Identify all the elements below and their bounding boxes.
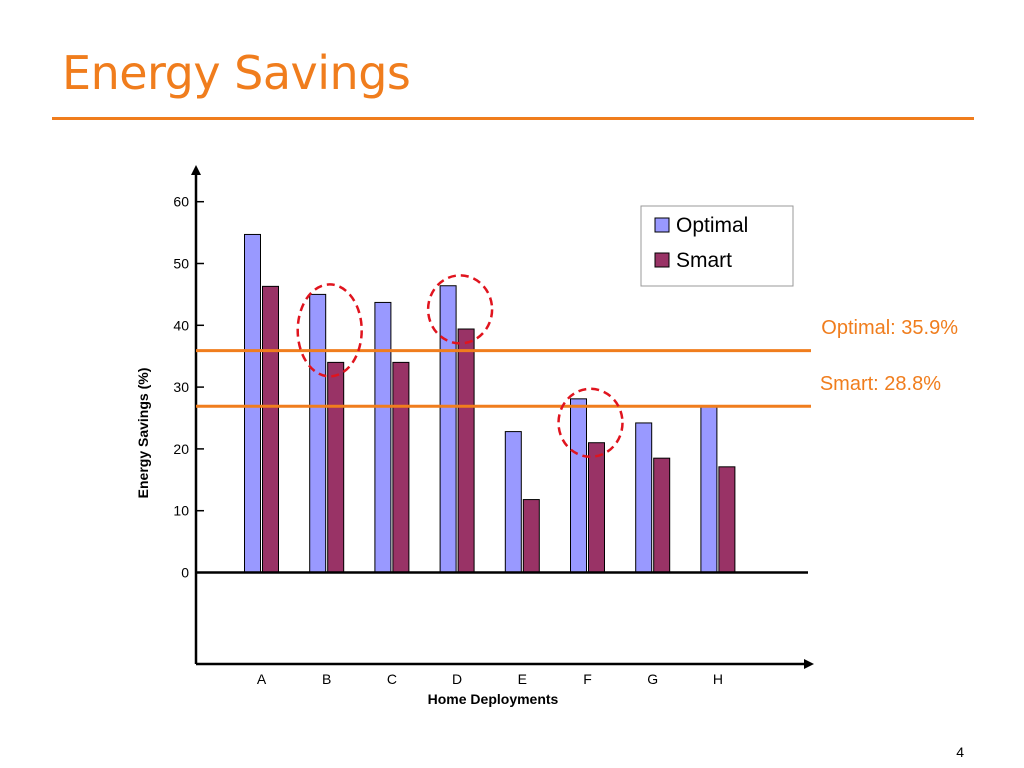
legend-label-smart: Smart: [676, 249, 732, 272]
y-tick-label: 0: [181, 565, 189, 581]
bar-smart-F: [588, 442, 605, 573]
bar-optimal-E: [504, 431, 522, 574]
reference-label-0: Optimal: 35.9%: [821, 317, 958, 339]
legend-label-optimal: Optimal: [676, 214, 748, 237]
x-tick-label-B: B: [322, 671, 331, 687]
bar-optimal-C: [374, 301, 392, 573]
y-ticks-layer: 0 10 20 30 40 50 60: [173, 194, 204, 581]
bar-optimal-B: [309, 293, 327, 573]
highlight-circle-B: [296, 283, 363, 378]
y-tick-label: 50: [173, 256, 189, 272]
bar-smart-G: [653, 457, 671, 574]
title-underline: [52, 117, 974, 120]
slide-title: Energy Savings: [62, 46, 411, 100]
x-axis-arrow: [804, 659, 814, 669]
bar-smart-H: [718, 466, 736, 573]
y-tick-label: 30: [173, 379, 189, 395]
y-tick-label: 60: [173, 194, 189, 210]
x-tick-label-D: D: [452, 671, 462, 687]
x-labels-layer: A B C D E F G H: [257, 671, 723, 687]
legend: Optimal Smart: [640, 205, 794, 287]
x-tick-label-F: F: [583, 671, 592, 687]
bar-smart-E: [522, 499, 540, 573]
axes-layer: [191, 165, 814, 669]
bar-smart-D: [457, 328, 475, 573]
legend-swatch-optimal: [654, 217, 670, 233]
highlight-circle-F: [557, 387, 624, 459]
highlights-layer: [296, 274, 624, 459]
x-tick-label-A: A: [257, 671, 267, 687]
bar-optimal-D: [439, 285, 457, 573]
y-axis-arrow: [191, 165, 201, 175]
x-axis-title: Home Deployments: [428, 691, 559, 707]
bar-optimal-F: [570, 398, 587, 574]
x-tick-label-E: E: [518, 671, 527, 687]
bar-optimal-G: [635, 422, 653, 573]
highlight-circle-D: [426, 274, 494, 345]
y-axis-title: Energy Savings (%): [135, 368, 151, 499]
bar-smart-C: [392, 361, 410, 573]
legend-box: [640, 205, 794, 287]
bar-optimal-A: [244, 233, 261, 573]
y-tick-label: 10: [173, 503, 189, 519]
reference-lines-layer: Optimal: 35.9% Smart: 28.8%: [196, 317, 958, 408]
bar-optimal-H: [700, 405, 718, 574]
page-number: 4: [956, 744, 964, 760]
reference-label-1: Smart: 28.8%: [820, 373, 941, 395]
y-tick-label: 40: [173, 317, 189, 333]
x-tick-label-G: G: [647, 671, 658, 687]
x-tick-label-C: C: [387, 671, 397, 687]
bar-smart-B: [327, 361, 345, 573]
x-tick-label-H: H: [713, 671, 723, 687]
legend-swatch-smart: [654, 252, 670, 268]
y-tick-label: 20: [173, 441, 189, 457]
bars-layer: [244, 233, 736, 574]
bar-smart-A: [262, 285, 279, 573]
